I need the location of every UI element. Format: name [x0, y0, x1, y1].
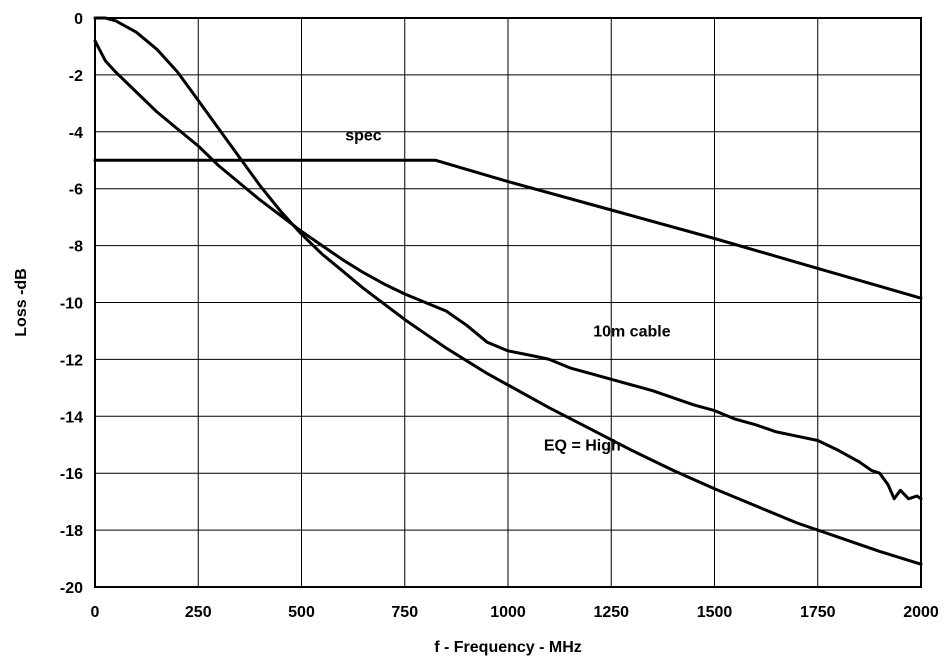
x-tick-label: 1000	[490, 604, 526, 621]
series-line-eq-high	[93, 16, 923, 566]
x-axis-ticks: 0 250 500 750 1000 1250 1500 1750 2000	[91, 604, 939, 621]
series-line-10m-cable	[93, 39, 923, 501]
y-tick-label: -20	[60, 580, 83, 597]
x-tick-label: 500	[288, 604, 315, 621]
x-axis-title: f - Frequency - MHz	[434, 639, 582, 656]
y-tick-label: -12	[60, 352, 83, 369]
x-tick-label: 750	[391, 604, 418, 621]
y-tick-label: 0	[74, 11, 83, 28]
x-tick-label: 1250	[593, 604, 629, 621]
y-tick-label: -10	[60, 296, 83, 313]
y-tick-label: -8	[69, 239, 83, 256]
y-axis-ticks: 0 -2 -4 -6 -8 -10 -12 -14 -16 -18 -20	[60, 11, 83, 597]
series-line-spec	[93, 158, 923, 300]
y-tick-label: -6	[69, 182, 83, 199]
x-tick-label: 1750	[800, 604, 836, 621]
series-annotation-label: spec	[345, 127, 382, 144]
y-tick-label: -4	[69, 125, 83, 142]
y-tick-label: -18	[60, 523, 83, 540]
series-annotation-label: EQ = High	[544, 437, 621, 454]
y-tick-label: -14	[60, 409, 83, 426]
series-annotation-label: 10m cable	[593, 324, 670, 341]
x-tick-label: 0	[91, 604, 100, 621]
grid-lines	[94, 17, 922, 588]
y-tick-label: -2	[69, 68, 83, 85]
x-tick-label: 2000	[903, 604, 939, 621]
y-axis-title: Loss -dB	[13, 268, 30, 336]
data-series	[93, 16, 923, 566]
plot-frame	[94, 17, 922, 588]
series-annotations: spec 10m cable EQ = High	[345, 127, 670, 454]
x-tick-label: 250	[185, 604, 212, 621]
x-tick-label: 1500	[697, 604, 733, 621]
y-tick-label: -16	[60, 466, 83, 483]
